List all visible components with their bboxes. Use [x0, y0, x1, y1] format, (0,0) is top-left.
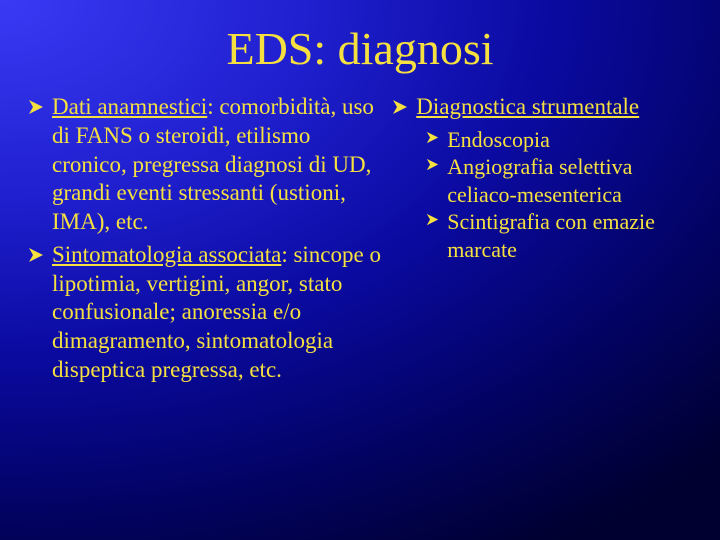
list-item: Angiografia selettiva celiaco-mesenteric… [426, 153, 702, 208]
arrow-bullet-icon [392, 99, 408, 115]
list-item: Diagnostica strumentale [392, 93, 702, 122]
list-item: Dati anamnestici: comorbidità, uso di FA… [28, 93, 384, 237]
sub-item-text: Angiografia selettiva celiaco-mesenteric… [447, 153, 702, 208]
right-header: Diagnostica strumentale [416, 93, 639, 122]
arrow-bullet-icon [426, 131, 439, 144]
sub-list: Endoscopia Angiografia selettiva celiaco… [426, 126, 702, 264]
content-columns: Dati anamnestici: comorbidità, uso di FA… [0, 93, 720, 389]
list-item: Sintomatologia associata: sincope o lipo… [28, 241, 384, 385]
sub-item-text: Endoscopia [447, 126, 550, 154]
right-column: Diagnostica strumentale Endoscopia Angio… [392, 93, 702, 389]
list-item-text: Sintomatologia associata: sincope o lipo… [52, 241, 384, 385]
item-lead: Dati anamnestici [52, 94, 207, 119]
item-lead: Sintomatologia associata [52, 242, 281, 267]
left-column: Dati anamnestici: comorbidità, uso di FA… [28, 93, 384, 389]
arrow-bullet-icon [426, 158, 439, 171]
list-item-text: Dati anamnestici: comorbidità, uso di FA… [52, 93, 384, 237]
arrow-bullet-icon [28, 247, 44, 263]
list-item: Endoscopia [426, 126, 702, 154]
slide-title: EDS: diagnosi [0, 0, 720, 93]
list-item: Scintigrafia con emazie marcate [426, 208, 702, 263]
sub-item-text: Scintigrafia con emazie marcate [447, 208, 702, 263]
arrow-bullet-icon [426, 213, 439, 226]
arrow-bullet-icon [28, 99, 44, 115]
